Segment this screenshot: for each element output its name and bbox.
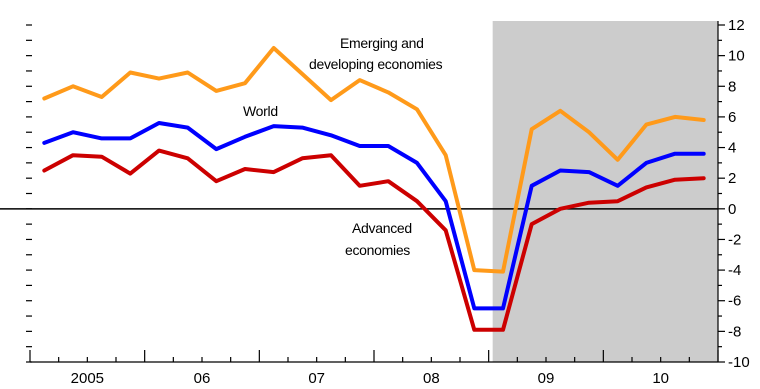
series-lines — [42, 46, 706, 332]
forecast-shaded-region — [492, 21, 718, 362]
emerging-label-line1: Emerging and — [340, 35, 424, 51]
world-label: World — [243, 103, 278, 119]
series-line-2 — [42, 148, 706, 332]
annotations: Emerging and developing economies World … — [243, 35, 443, 258]
series-line-1 — [42, 121, 706, 311]
y-tick-label: -6 — [728, 293, 741, 310]
y-tick-label: 4 — [728, 140, 736, 157]
y-tick-label: -10 — [728, 354, 750, 371]
y-tick-label: 10 — [728, 48, 745, 65]
x-tick-label: 07 — [308, 370, 325, 387]
y-tick-label: 12 — [728, 17, 745, 34]
y-tick-label: 2 — [728, 170, 736, 187]
y-tick-label: 8 — [728, 78, 736, 95]
x-tick-label: 09 — [538, 370, 555, 387]
y-tick-label: -2 — [728, 231, 741, 248]
emerging-label-line2: developing economies — [309, 56, 443, 72]
advanced-label-line2: economies — [345, 242, 410, 258]
x-tick-label: 10 — [652, 370, 669, 387]
series-line-0 — [42, 46, 706, 274]
x-tick-label: 2005 — [71, 370, 104, 387]
x-tick-label: 06 — [194, 370, 211, 387]
y-tick-label: 6 — [728, 109, 736, 126]
x-tick-label: 08 — [423, 370, 440, 387]
y-tick-label: -8 — [728, 323, 741, 340]
advanced-label-line1: Advanced — [352, 220, 412, 236]
x-axis: 2005 06 07 08 09 10 — [29, 350, 719, 387]
y-tick-label: -4 — [728, 262, 741, 279]
y-tick-label: 0 — [728, 201, 736, 218]
y-axis-right: -10 -8 -6 -4 -2 0 2 4 6 8 10 12 — [717, 17, 750, 371]
left-minor-ticks — [26, 24, 32, 363]
